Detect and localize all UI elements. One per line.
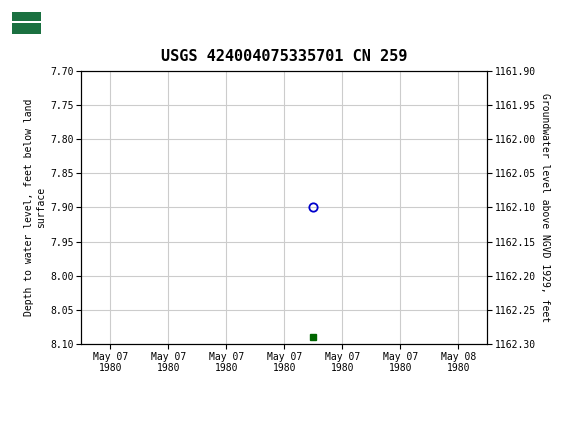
Text: USGS: USGS [52, 14, 107, 31]
FancyBboxPatch shape [9, 7, 44, 38]
FancyBboxPatch shape [12, 12, 41, 21]
Text: USGS 424004075335701 CN 259: USGS 424004075335701 CN 259 [161, 49, 407, 64]
Y-axis label: Groundwater level above NGVD 1929, feet: Groundwater level above NGVD 1929, feet [540, 93, 550, 322]
FancyBboxPatch shape [12, 22, 41, 34]
Y-axis label: Depth to water level, feet below land
surface: Depth to water level, feet below land su… [24, 99, 46, 316]
